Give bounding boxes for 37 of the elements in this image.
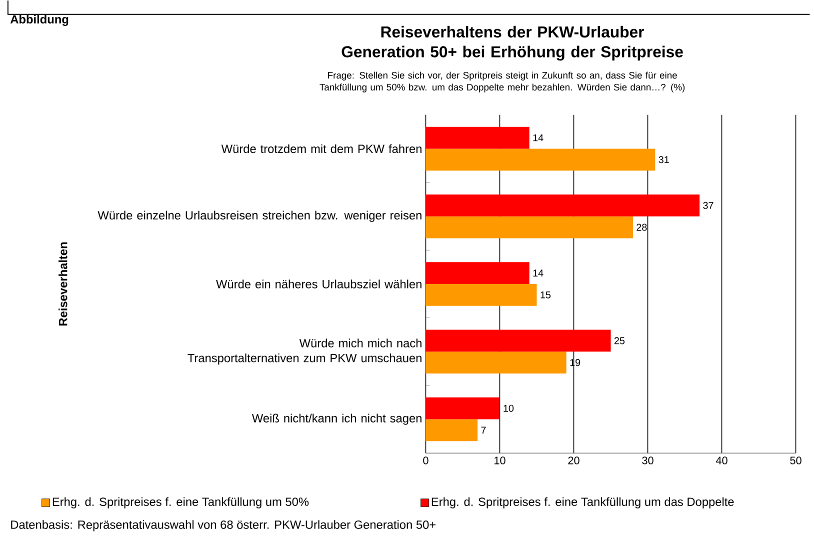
data-label: 25	[614, 337, 625, 344]
data-label: 14	[533, 270, 544, 277]
y-tick-label: Würde einzelne Urlaubsreisen streichen bzw. weniger reisen	[98, 210, 422, 222]
data-label: 37	[703, 202, 714, 210]
bar	[426, 148, 656, 171]
bar	[426, 352, 566, 374]
y-tick-label: Würde trotzdem mit dem PKW fahren	[221, 144, 422, 154]
bar	[426, 262, 530, 284]
y-tick-label: Würde ein näheres Urlaubsziel wählen	[216, 280, 422, 289]
bar	[426, 398, 500, 420]
legend-label: Erhg. d. Spritpreises f. eine Tankfüllung um das Doppelte	[432, 497, 734, 509]
data-label: 15	[540, 292, 551, 299]
x-tick-label: 30	[642, 456, 654, 464]
y-axis-title: Reiseverhalten	[58, 242, 68, 326]
chart-title: Reiseverhaltens der PKW-Urlauber Generation 50+ bei Erhöhung der Spritpreise	[342, 26, 683, 61]
chart-subtitle: Frage: Stellen Sie sich vor, der Spritpreis steigt in Zukunft so an, dass Sie für eine Tankfüllung um 50% bzw. um das Doppelte mehr bezahlen. Würden Sie dann…? (%)	[320, 72, 685, 93]
bar	[426, 330, 611, 352]
bar	[426, 126, 530, 149]
bar	[426, 194, 700, 217]
data-label: 28	[636, 224, 647, 231]
data-label: 7	[481, 426, 486, 434]
legend-label: Erhg. d. Spritpreises f. eine Tankfüllung um 50%	[52, 497, 309, 509]
bar	[426, 419, 478, 442]
bar	[426, 216, 633, 238]
x-tick-label: 50	[790, 456, 802, 464]
data-label: 10	[504, 404, 514, 412]
data-label: 14	[533, 134, 544, 142]
x-tick-label: 10	[494, 456, 506, 464]
text: Datenbasis: Repräsentativauswahl von 68 österr. PKW-Urlauber Generation 50+	[11, 520, 436, 532]
y-tick-label: Weiß nicht/kann ich nicht sagen	[252, 414, 422, 425]
bar	[426, 284, 537, 306]
data-label: 31	[658, 156, 669, 164]
x-tick-label: 40	[716, 456, 728, 464]
x-tick-label: 0	[423, 456, 428, 464]
text: Abbildung	[10, 14, 68, 26]
x-tick-label: 20	[568, 456, 580, 464]
y-tick-label: Würde mich mich nach Transportalternativen zum PKW umschauen	[188, 338, 422, 365]
